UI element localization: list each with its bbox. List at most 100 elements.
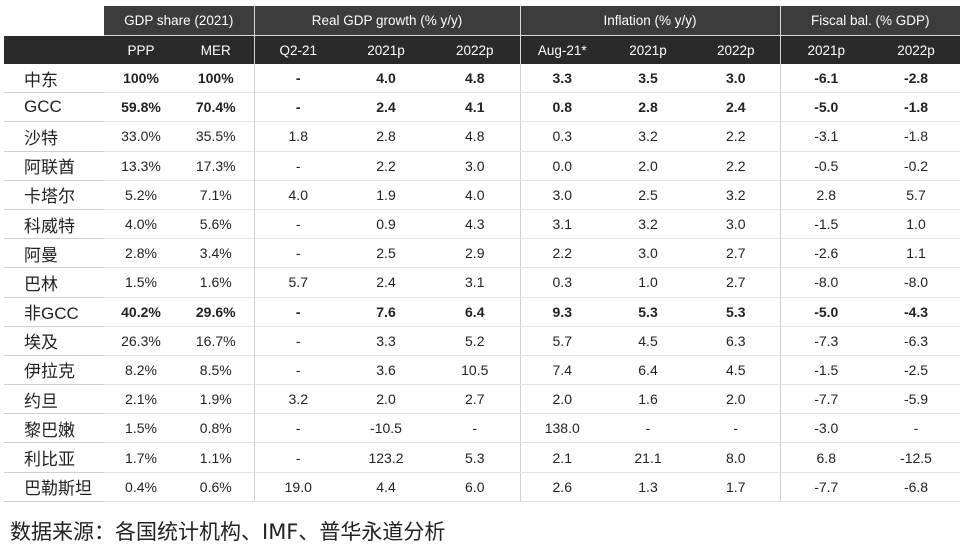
table-cell: 6.4: [430, 297, 520, 327]
table-cell: 5.3: [692, 297, 780, 327]
subheader-q2-21: Q2-21: [253, 35, 342, 64]
table-cell: 2.0: [342, 384, 430, 415]
table-cell: 5.2: [430, 326, 520, 356]
table-cell: -: [692, 413, 780, 444]
table-cell: -6.3: [872, 326, 960, 356]
table-row: 埃及 26.3% 16.7% -3.3 5.2 5.7 4.5 6.3 -7.3 -6.3: [4, 326, 960, 356]
table-cell: -: [430, 413, 520, 444]
table-cell: 13.3%: [104, 151, 178, 181]
table-cell: 0.9: [342, 209, 430, 240]
data-table-container: GDP share (2021) Real GDP growth (% y/y)…: [4, 6, 960, 502]
table-cell: -7.3: [779, 326, 872, 356]
table-cell: -1.5: [779, 209, 872, 240]
table-cell: 3.3: [519, 64, 604, 94]
row-label: 埃及: [4, 326, 104, 356]
table-cell: 7.6: [342, 297, 430, 327]
table-cell: -8.0: [779, 267, 872, 298]
table-row: GCC 59.8% 70.4% -2.4 4.1 0.8 2.8 2.4 -5.0 -1.8: [4, 92, 960, 123]
table-cell: 26.3%: [104, 326, 178, 356]
table-cell: -10.5: [342, 413, 430, 444]
row-label: 中东: [4, 64, 104, 94]
table-cell: 3.6: [342, 355, 430, 386]
table-row: 阿联酋 13.3% 17.3% -2.2 3.0 0.0 2.0 2.2 -0.5 -0.2: [4, 151, 960, 181]
table-cell: -: [253, 64, 342, 94]
table-body: 中东 100% 100% -4.0 4.8 3.3 3.5 3.0 -6.1 -2.8 GCC 59.…: [4, 64, 960, 502]
subheader-aug-21: Aug-21*: [519, 35, 604, 64]
table-cell: 8.0: [692, 442, 780, 473]
table-cell: 5.3: [604, 297, 692, 327]
table-cell: 2.4: [342, 92, 430, 123]
header-group-fiscal-balance: Fiscal bal. (% GDP): [779, 6, 960, 36]
table-cell: 2.8: [779, 180, 872, 210]
subheader-fiscal-2021p: 2021p: [779, 35, 872, 64]
table-cell: 1.5%: [104, 413, 178, 444]
table-cell: 1.3: [604, 472, 692, 502]
table-cell: -5.0: [779, 297, 872, 327]
header-group-gdp-share: GDP share (2021): [104, 6, 254, 36]
table-cell: 2.0: [604, 151, 692, 181]
table-cell: 59.8%: [104, 92, 178, 123]
table-cell: 3.0: [692, 64, 780, 94]
table-row: 非GCC 40.2% 29.6% -7.6 6.4 9.3 5.3 5.3 -5.0 -4.3: [4, 297, 960, 327]
table-cell: -: [253, 413, 342, 444]
table-cell: 33.0%: [104, 121, 178, 152]
header-group-row: GDP share (2021) Real GDP growth (% y/y)…: [4, 6, 960, 36]
table-cell: 1.7%: [104, 442, 178, 473]
table-cell: 5.2%: [104, 180, 178, 210]
table-cell: 3.2: [604, 121, 692, 152]
table-cell: 0.8%: [178, 413, 254, 444]
table-cell: 1.8: [253, 121, 342, 152]
table-cell: 2.2: [342, 151, 430, 181]
table-cell: 2.5: [604, 180, 692, 210]
table-cell: 5.7: [519, 326, 604, 356]
table-cell: 0.8: [519, 92, 604, 123]
table-cell: 35.5%: [178, 121, 254, 152]
table-cell: 2.9: [430, 238, 520, 269]
table-cell: 1.1: [872, 238, 960, 269]
table-cell: 3.0: [430, 151, 520, 181]
table-row: 巴勒斯坦 0.4% 0.6% 19.0 4.4 6.0 2.6 1.3 1.7 -7.7 -6.8: [4, 472, 960, 502]
table-cell: -: [253, 92, 342, 123]
table-cell: 40.2%: [104, 297, 178, 327]
table-cell: 1.9: [342, 180, 430, 210]
table-cell: 4.3: [430, 209, 520, 240]
table-cell: 2.7: [430, 384, 520, 415]
header-corner-sub: [4, 35, 104, 64]
table-cell: -6.1: [779, 64, 872, 94]
table-cell: 0.3: [519, 121, 604, 152]
table-cell: 100%: [104, 64, 178, 94]
table-cell: 4.0: [430, 180, 520, 210]
table-cell: 6.4: [604, 355, 692, 386]
table-cell: 2.7: [692, 267, 780, 298]
table-cell: 70.4%: [178, 92, 254, 123]
table-row: 阿曼 2.8% 3.4% -2.5 2.9 2.2 3.0 2.7 -2.6 1.1: [4, 238, 960, 269]
row-label: 阿联酋: [4, 151, 104, 181]
table-cell: 16.7%: [178, 326, 254, 356]
table-cell: 1.6: [604, 384, 692, 415]
table-row: 沙特 33.0% 35.5% 1.8 2.8 4.8 0.3 3.2 2.2 -3.1 -1.8: [4, 121, 960, 152]
table-cell: -0.2: [872, 151, 960, 181]
table-cell: 8.2%: [104, 355, 178, 386]
table-cell: 4.4: [342, 472, 430, 502]
table-cell: 6.0: [430, 472, 520, 502]
row-label: 巴林: [4, 267, 104, 298]
table-cell: 4.5: [604, 326, 692, 356]
header-sub-row: PPP MER Q2-21 2021p 2022p Aug-21* 2021p …: [4, 35, 960, 64]
row-label: 非GCC: [4, 297, 104, 327]
table-cell: 5.6%: [178, 209, 254, 240]
table-cell: 2.8%: [104, 238, 178, 269]
table-cell: -8.0: [872, 267, 960, 298]
table-cell: 2.2: [519, 238, 604, 269]
row-label: 利比亚: [4, 442, 104, 473]
table-cell: -1.5: [779, 355, 872, 386]
table-cell: 1.6%: [178, 267, 254, 298]
table-cell: -3.0: [779, 413, 872, 444]
table-cell: 2.1%: [104, 384, 178, 415]
table-cell: 21.1: [604, 442, 692, 473]
table-cell: 0.0: [519, 151, 604, 181]
table-cell: 3.4%: [178, 238, 254, 269]
table-cell: 4.5: [692, 355, 780, 386]
table-cell: 2.8: [342, 121, 430, 152]
table-row: 利比亚 1.7% 1.1% -123.2 5.3 2.1 21.1 8.0 6.8 -12.5: [4, 442, 960, 473]
table-cell: 3.0: [692, 209, 780, 240]
